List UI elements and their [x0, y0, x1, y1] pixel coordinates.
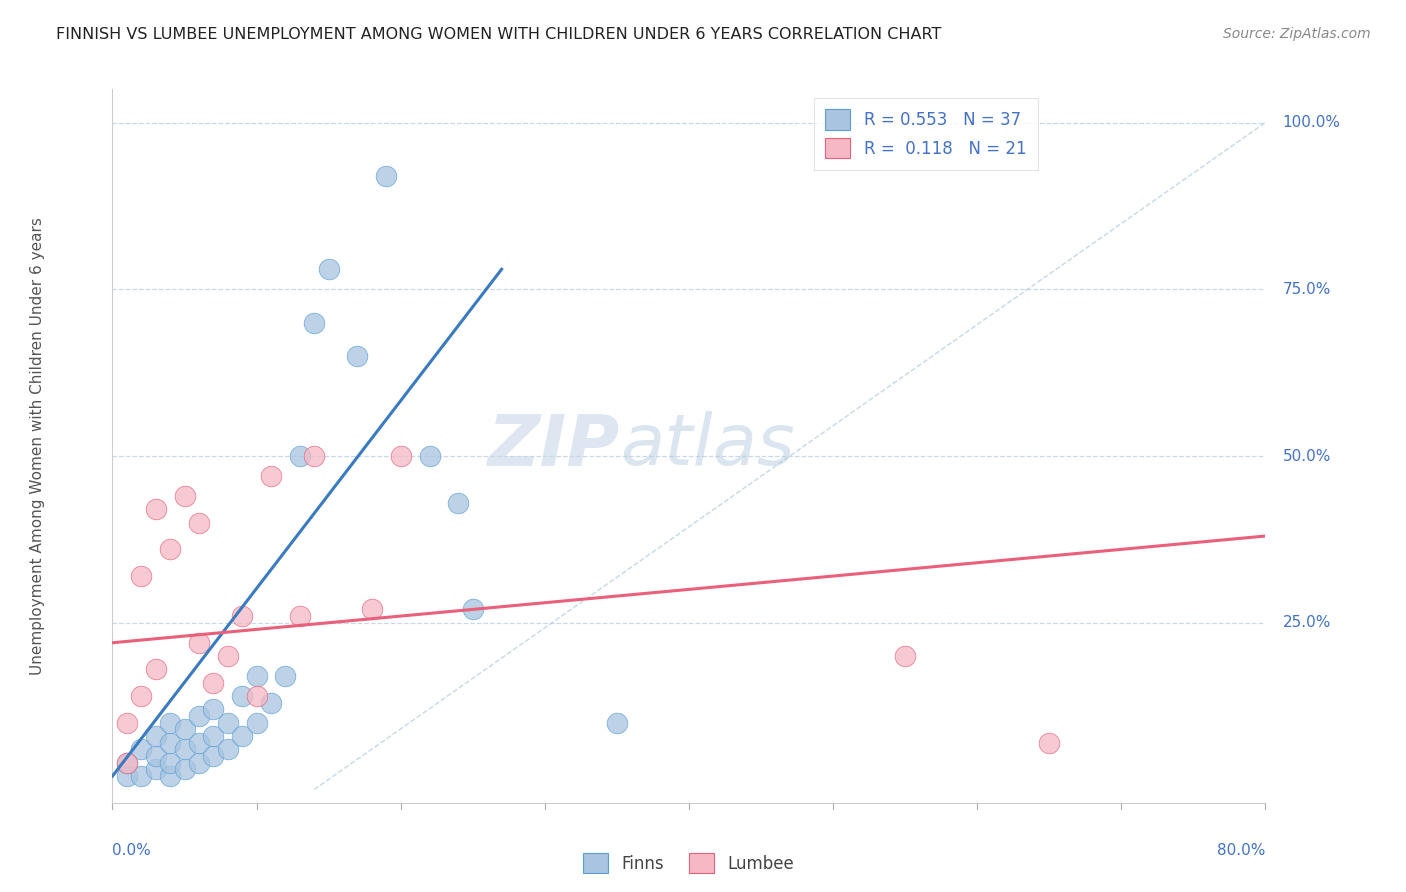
- Point: [202, 729, 225, 743]
- Text: Unemployment Among Women with Children Under 6 years: Unemployment Among Women with Children U…: [30, 217, 45, 675]
- Point: [129, 769, 153, 783]
- Point: [245, 689, 267, 703]
- Point: [145, 749, 167, 764]
- Point: [217, 742, 239, 756]
- Point: [419, 449, 441, 463]
- Point: [606, 715, 628, 730]
- Point: [129, 569, 153, 583]
- Point: [115, 756, 138, 770]
- Point: [129, 742, 153, 756]
- Point: [375, 169, 398, 183]
- Point: [145, 502, 167, 516]
- Point: [288, 449, 311, 463]
- Point: [447, 496, 470, 510]
- Point: [231, 729, 253, 743]
- Text: 80.0%: 80.0%: [1218, 843, 1265, 858]
- Point: [346, 349, 368, 363]
- Point: [188, 709, 211, 723]
- Point: [188, 516, 211, 530]
- Point: [145, 662, 167, 676]
- Text: 25.0%: 25.0%: [1282, 615, 1331, 631]
- Point: [115, 715, 138, 730]
- Text: FINNISH VS LUMBEE UNEMPLOYMENT AMONG WOMEN WITH CHILDREN UNDER 6 YEARS CORRELATI: FINNISH VS LUMBEE UNEMPLOYMENT AMONG WOM…: [56, 27, 942, 42]
- Point: [304, 449, 326, 463]
- Point: [202, 702, 225, 716]
- Point: [389, 449, 412, 463]
- Point: [145, 763, 167, 777]
- Point: [894, 649, 917, 664]
- Text: 75.0%: 75.0%: [1282, 282, 1331, 297]
- Point: [159, 715, 181, 730]
- Point: [173, 489, 195, 503]
- Point: [188, 736, 211, 750]
- Point: [173, 763, 195, 777]
- Point: [202, 675, 225, 690]
- Point: [159, 769, 181, 783]
- Text: 100.0%: 100.0%: [1282, 115, 1341, 130]
- Point: [173, 723, 195, 737]
- Point: [260, 696, 283, 710]
- Point: [231, 609, 253, 624]
- Point: [217, 715, 239, 730]
- Point: [288, 609, 311, 624]
- Point: [231, 689, 253, 703]
- Point: [188, 636, 211, 650]
- Text: 0.0%: 0.0%: [112, 843, 152, 858]
- Point: [217, 649, 239, 664]
- Point: [260, 469, 283, 483]
- Point: [360, 602, 382, 616]
- Point: [318, 262, 340, 277]
- Point: [159, 756, 181, 770]
- Point: [159, 542, 181, 557]
- Point: [245, 669, 267, 683]
- Point: [304, 316, 326, 330]
- Point: [202, 749, 225, 764]
- Point: [245, 715, 267, 730]
- Point: [274, 669, 297, 683]
- Point: [115, 756, 138, 770]
- Point: [188, 756, 211, 770]
- Point: [461, 602, 484, 616]
- Text: ZIP: ZIP: [488, 411, 620, 481]
- Point: [173, 742, 195, 756]
- Point: [1038, 736, 1060, 750]
- Point: [159, 736, 181, 750]
- Point: [129, 689, 153, 703]
- Text: 50.0%: 50.0%: [1282, 449, 1331, 464]
- Point: [115, 769, 138, 783]
- Text: Source: ZipAtlas.com: Source: ZipAtlas.com: [1223, 27, 1371, 41]
- Point: [145, 729, 167, 743]
- Text: atlas: atlas: [620, 411, 794, 481]
- Legend: Finns, Lumbee: Finns, Lumbee: [576, 847, 801, 880]
